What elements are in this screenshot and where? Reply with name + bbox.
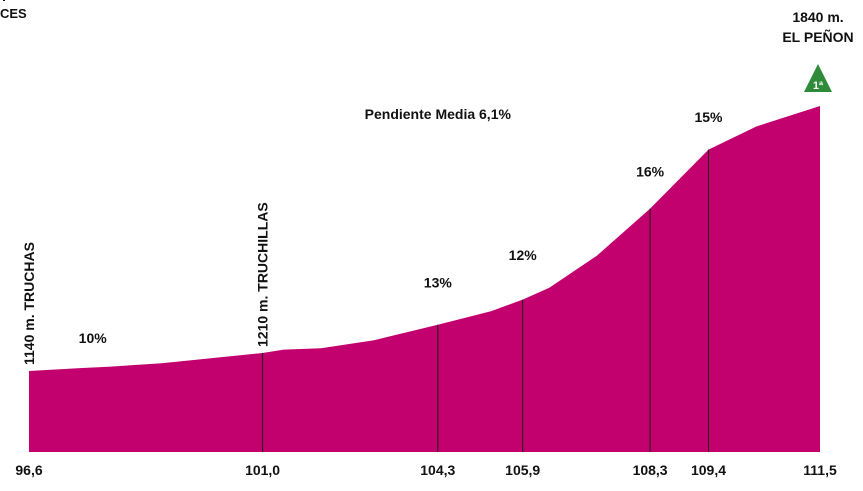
gradient-label: 12% <box>509 247 538 263</box>
header-fragment: CES <box>0 6 27 21</box>
waypoint-label: 1210 m. TRUCHILLAS <box>255 202 271 347</box>
gradient-label: 16% <box>636 164 665 180</box>
x-tick-label: 104,3 <box>420 462 455 478</box>
gradient-label: 13% <box>424 275 453 291</box>
x-tick-label: 109,4 <box>691 462 726 478</box>
x-tick-label: 111,5 <box>803 462 837 478</box>
header-fragment-mark <box>3 0 5 1</box>
waypoint-label: 1140 m. TRUCHAS <box>21 242 37 365</box>
summit-altitude-label: 1840 m. <box>792 9 843 25</box>
summit-name-label: EL PEÑON <box>782 28 853 45</box>
gradient-label: 10% <box>79 330 108 346</box>
x-tick-label: 105,9 <box>505 462 540 478</box>
profile-area <box>29 106 820 452</box>
x-tick-label: 108,3 <box>633 462 668 478</box>
gradient-label: 15% <box>694 109 723 125</box>
x-tick-label: 96,6 <box>15 462 42 478</box>
x-tick-label: 101,0 <box>245 462 280 478</box>
summit-category-label: 1ª <box>813 80 824 92</box>
mountain-icon <box>804 64 832 92</box>
average-gradient-label: Pendiente Media 6,1% <box>365 106 512 122</box>
